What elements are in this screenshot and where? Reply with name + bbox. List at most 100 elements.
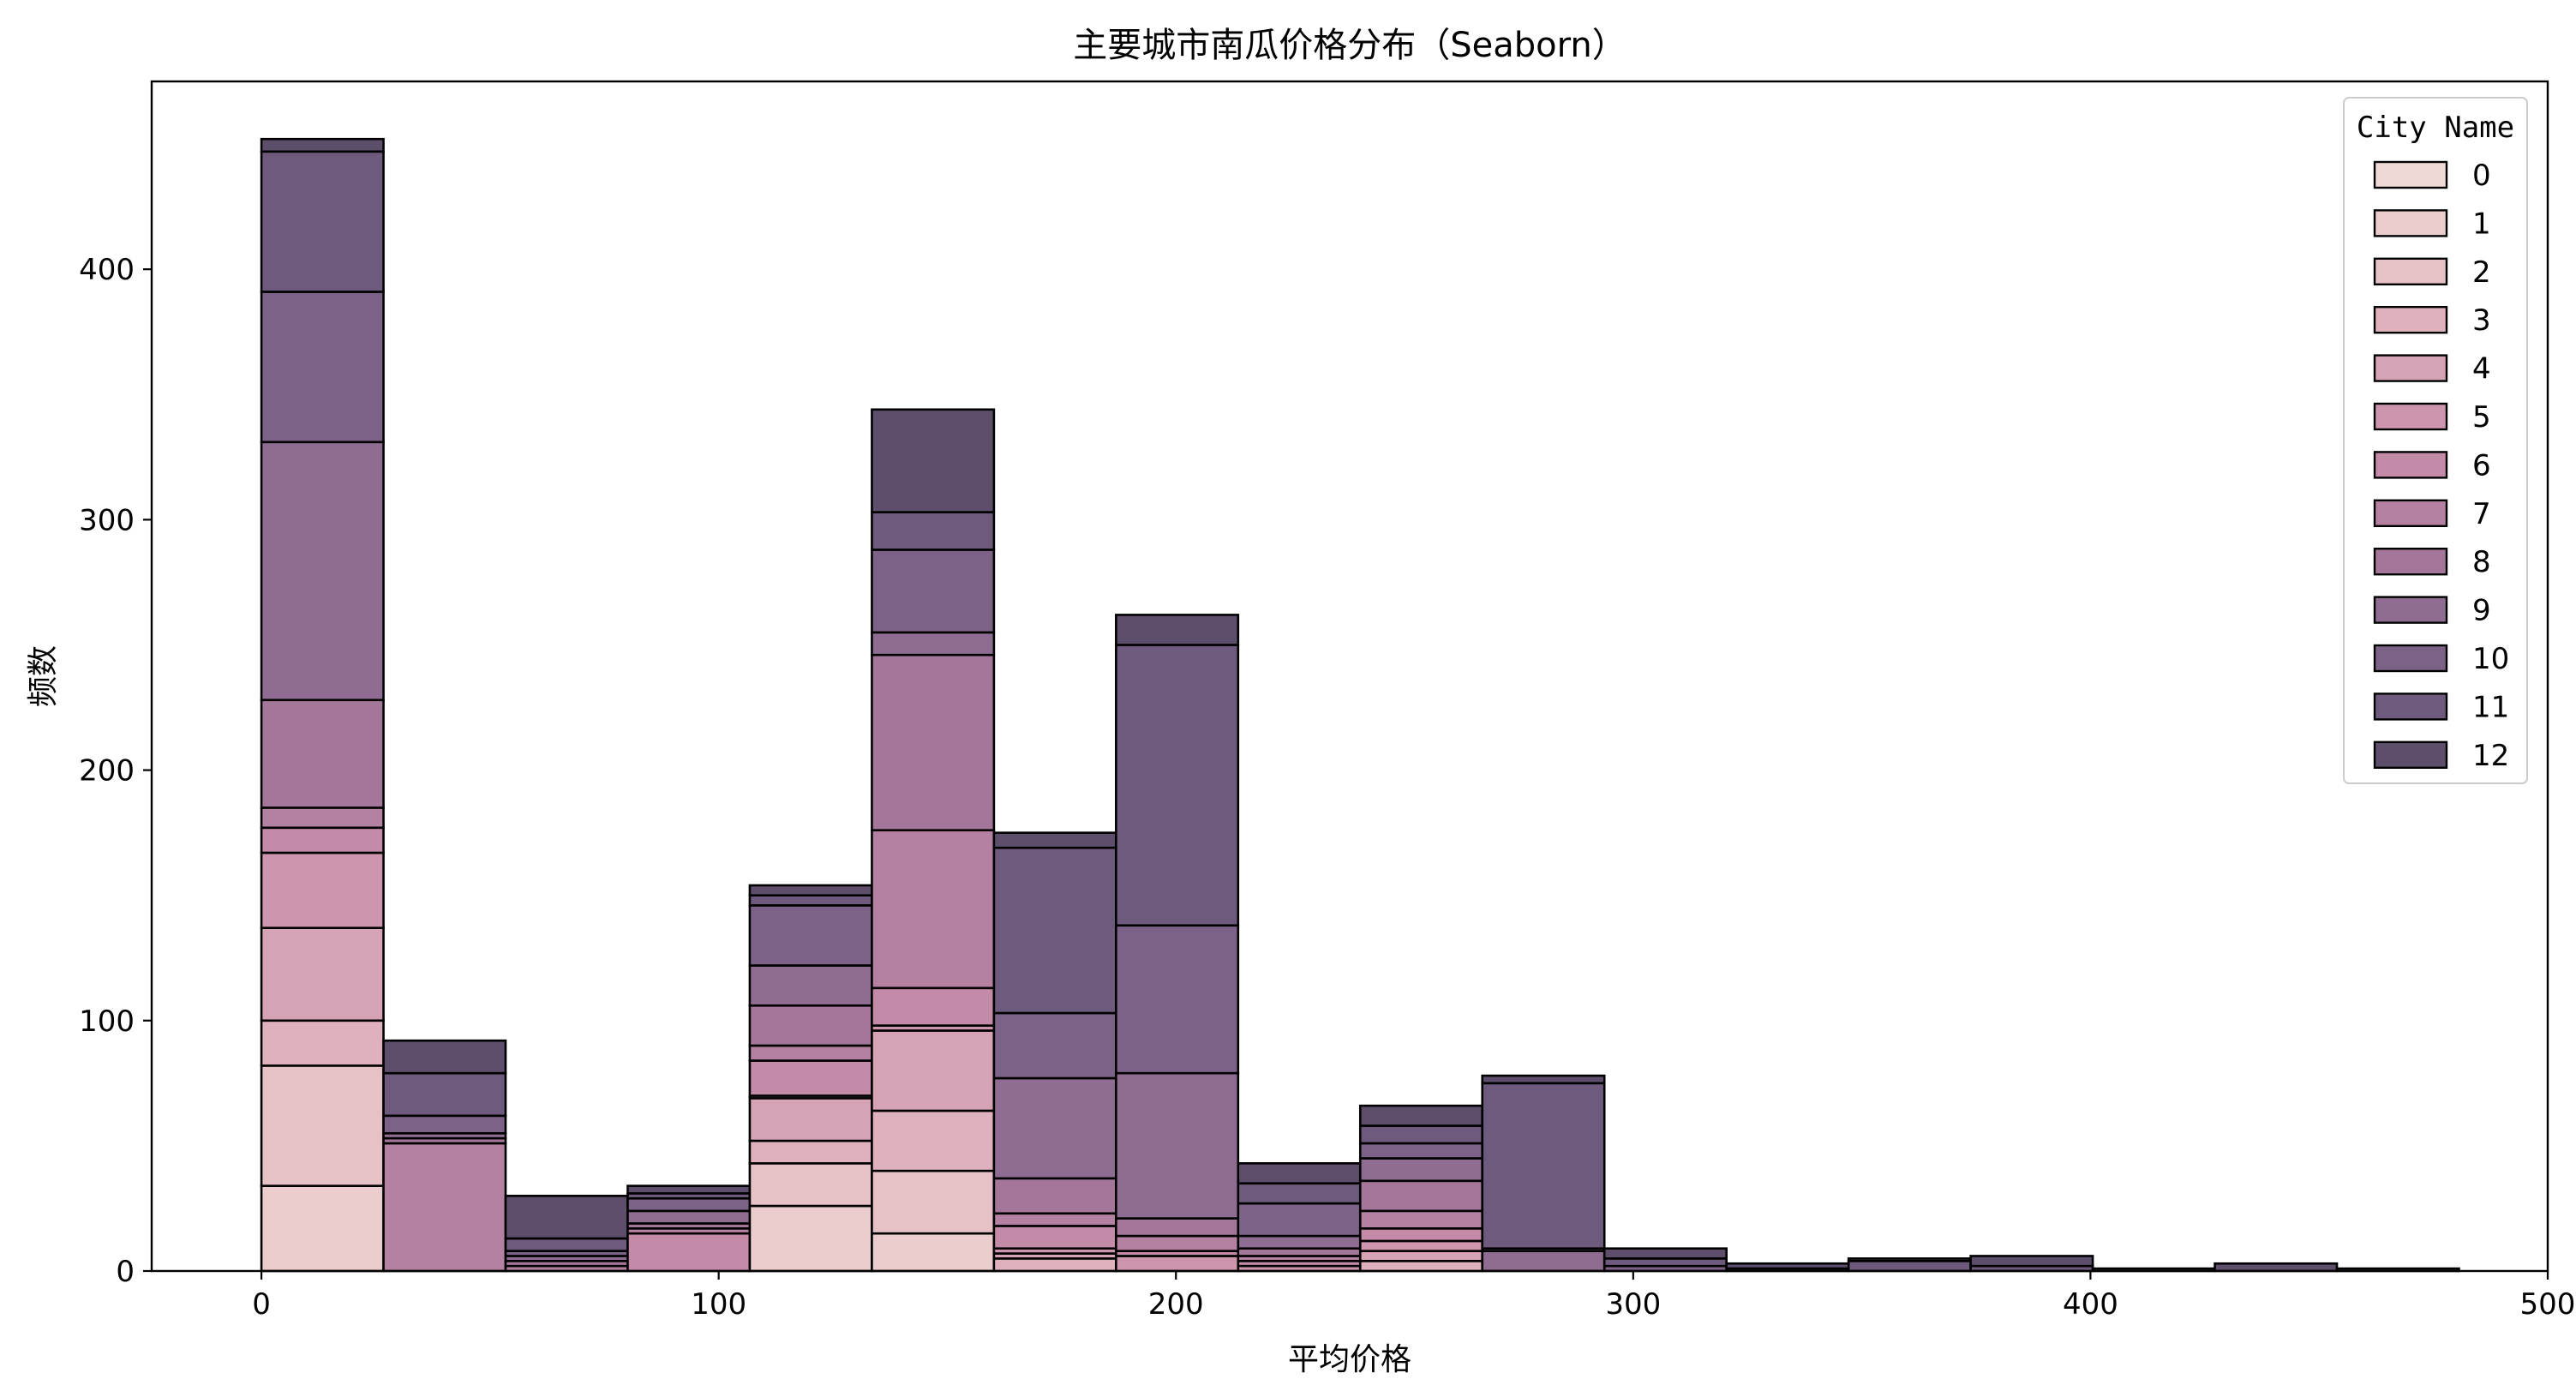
legend-swatch-10 <box>2373 644 2448 673</box>
x-tick-label-200: 200 <box>1148 1287 1204 1322</box>
bar-segment-bin-6-5 <box>992 1177 1117 1215</box>
bar-segment-bin-0-3 <box>260 926 385 1022</box>
legend-swatch-8 <box>2373 548 2448 576</box>
y-tick-label-0: 0 <box>116 1255 135 1289</box>
legend-swatch-12 <box>2373 740 2448 769</box>
bar-segment-bin-0-9 <box>260 291 385 444</box>
legend-label-11: 11 <box>2472 690 2509 724</box>
bar-segment-bin-1-5 <box>382 1039 507 1075</box>
legend-label-4: 4 <box>2472 352 2491 387</box>
y-tick-label-300: 300 <box>79 503 135 537</box>
bar-segment-bin-5-7 <box>871 653 996 832</box>
bar-segment-bin-5-2 <box>871 1109 996 1172</box>
legend-frame <box>2343 97 2528 784</box>
y-axis-label: 频数 <box>26 645 61 707</box>
bar-segment-bin-0-10 <box>260 150 385 293</box>
bar-segment-bin-9-9 <box>1358 1104 1484 1127</box>
bar-segment-bin-5-1 <box>871 1169 996 1235</box>
bar-segment-bin-9-2 <box>1358 1239 1484 1252</box>
bar-segment-bin-10-3 <box>1481 1074 1606 1085</box>
bar-segment-bin-4-9 <box>748 904 873 967</box>
bar-segment-bin-5-10 <box>871 511 996 551</box>
x-axis-label: 平均价格 <box>1288 1342 1411 1377</box>
bar-segment-bin-3-4 <box>626 1196 752 1213</box>
bar-segment-bin-7-2 <box>1115 1234 1240 1252</box>
bar-segment-bin-3-0 <box>626 1232 752 1273</box>
legend-label-12: 12 <box>2472 739 2509 773</box>
bar-segment-bin-13-0 <box>1847 1260 1972 1273</box>
bar-segment-bin-9-8 <box>1358 1124 1484 1145</box>
bar-segment-bin-6-8 <box>992 846 1117 1015</box>
bar-segment-bin-9-5 <box>1358 1179 1484 1213</box>
bar-segment-bin-2-5 <box>504 1195 629 1240</box>
legend-label-8: 8 <box>2472 545 2491 579</box>
bar-segment-bin-5-0 <box>871 1232 996 1273</box>
bar-segment-bin-6-0 <box>992 1257 1117 1273</box>
bar-segment-bin-1-0 <box>382 1142 507 1273</box>
legend-label-3: 3 <box>2472 303 2491 338</box>
bar-segment-bin-12-1 <box>1725 1262 1850 1270</box>
bar-segment-bin-7-4 <box>1115 1071 1240 1220</box>
bar-segment-bin-0-0 <box>260 1184 385 1273</box>
bar-segment-bin-0-1 <box>260 1064 385 1187</box>
bar-segment-bin-9-4 <box>1358 1209 1484 1230</box>
bar-segment-bin-9-3 <box>1358 1227 1484 1243</box>
bar-segment-bin-7-6 <box>1115 644 1240 927</box>
legend-swatch-5 <box>2373 402 2448 431</box>
bar-segment-bin-8-7 <box>1237 1162 1362 1185</box>
bar-segment-bin-4-11 <box>748 884 873 896</box>
x-tick-label-400: 400 <box>2063 1287 2118 1322</box>
bar-segment-bin-11-2 <box>1603 1247 1728 1260</box>
x-tick-label-300: 300 <box>1605 1287 1661 1322</box>
bar-segment-bin-9-0 <box>1358 1260 1484 1273</box>
bar-segment-bin-0-5 <box>260 826 385 854</box>
bar-segment-bin-16-0 <box>2214 1262 2339 1273</box>
bar-segment-bin-4-0 <box>748 1204 873 1273</box>
x-tick-label-100: 100 <box>691 1287 746 1322</box>
legend-swatch-1 <box>2373 209 2448 237</box>
bar-segment-bin-5-3 <box>871 1029 996 1112</box>
legend-swatch-6 <box>2373 451 2448 479</box>
bar-segment-bin-2-4 <box>504 1237 629 1252</box>
bar-segment-bin-6-9 <box>992 831 1117 849</box>
legend-swatch-11 <box>2373 693 2448 721</box>
bar-segment-bin-0-6 <box>260 806 385 830</box>
bar-segment-bin-9-6 <box>1358 1157 1484 1183</box>
legend-swatch-7 <box>2373 499 2448 527</box>
bar-segment-bin-4-7 <box>748 1004 873 1047</box>
y-tick-label-200: 200 <box>79 754 135 788</box>
legend-swatch-0 <box>2373 160 2448 189</box>
bar-segment-bin-5-11 <box>871 408 996 513</box>
bar-segment-bin-8-3 <box>1237 1247 1362 1257</box>
legend-swatch-3 <box>2373 306 2448 334</box>
x-tick-label-0: 0 <box>252 1287 271 1322</box>
bar-segment-bin-5-5 <box>871 986 996 1027</box>
legend-label-10: 10 <box>2472 642 2509 676</box>
legend-label-0: 0 <box>2472 159 2491 193</box>
legend-label-1: 1 <box>2472 207 2491 241</box>
plot-frame <box>150 80 2549 1273</box>
bar-segment-bin-10-0 <box>1481 1250 1606 1273</box>
bar-segment-bin-7-0 <box>1115 1255 1240 1273</box>
x-tick-label-500: 500 <box>2520 1287 2576 1322</box>
bar-segment-bin-1-4 <box>382 1071 507 1118</box>
legend-swatch-4 <box>2373 354 2448 382</box>
chart-title: 主要城市南瓜价格分布（Seaborn） <box>1073 26 1626 65</box>
bar-segment-bin-4-8 <box>748 964 873 1007</box>
bar-segment-bin-6-6 <box>992 1076 1117 1180</box>
bar-segment-bin-6-3 <box>992 1225 1117 1250</box>
bar-segment-bin-11-1 <box>1603 1257 1728 1268</box>
bar-segment-bin-6-4 <box>992 1212 1117 1227</box>
legend-label-6: 6 <box>2472 448 2491 483</box>
bar-segment-bin-0-4 <box>260 851 385 929</box>
legend-label-2: 2 <box>2472 255 2491 290</box>
bar-segment-bin-4-3 <box>748 1097 873 1142</box>
bar-segment-bin-5-6 <box>871 829 996 990</box>
legend-title: City Name <box>2357 111 2514 145</box>
bar-segment-bin-3-3 <box>626 1209 752 1225</box>
bar-segment-bin-1-3 <box>382 1114 507 1135</box>
